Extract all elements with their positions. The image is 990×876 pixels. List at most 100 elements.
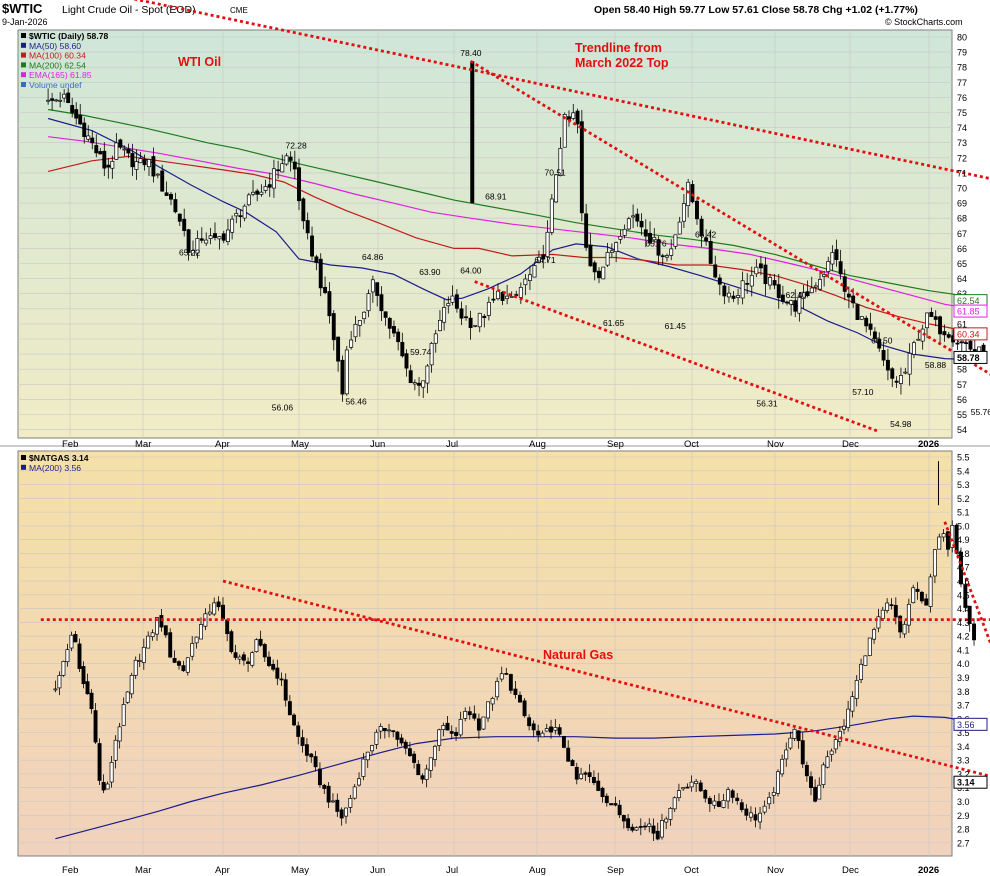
candle-body [296,725,301,737]
candle-body [689,781,694,788]
x-tick-label: May [291,439,309,450]
candle-body [660,255,665,258]
legend-entry: MA(200) 3.56 [29,463,81,473]
legend-swatch [21,33,26,38]
candle-body [562,114,567,148]
y-tick-label: 80 [957,33,967,43]
candle-body [929,311,934,317]
candle-body [486,301,491,316]
candle-body [309,753,314,758]
candle-body [842,725,846,730]
candle-body [133,659,138,676]
candle-body [94,145,99,154]
candle-body [335,799,340,812]
candle-body [894,380,899,383]
candle-body [712,800,717,806]
candle-body [463,711,468,719]
candle-body [58,99,63,102]
candle-body [694,780,699,784]
candle-body [613,803,618,806]
candle-body [557,727,562,735]
candle-body [370,279,375,293]
candle-body [967,605,972,625]
candle-body [437,729,442,746]
candle-body [872,331,877,339]
price-label: 70.51 [545,167,567,177]
candle-body [597,270,601,279]
candle-body [780,294,785,302]
price-label: 64.00 [460,266,482,276]
gas-candles [53,461,976,842]
legend-entry: MA(50) 58.60 [29,41,81,51]
candle-body [600,787,605,798]
candle-body [125,691,130,703]
candle-body [745,282,750,285]
candle-body [523,278,528,286]
candle-body [531,723,536,731]
price-label: 60.50 [871,335,893,345]
candle-body [98,151,103,155]
candle-body [138,158,143,164]
candle-body [190,643,195,657]
y-tick-label: 57 [957,380,967,390]
candle-body [834,249,839,261]
price-label: 64.71 [534,255,556,265]
y-tick-label: 72 [957,153,967,163]
candle-body [491,298,496,301]
candle-body [417,382,421,386]
candle-body [186,229,191,253]
candle-body [505,295,510,299]
candle-body [826,261,831,272]
candle-body [850,696,855,712]
candle-body [437,319,442,332]
candle-body [387,317,392,329]
oil-panel [17,29,953,439]
price-label: 65.22 [179,247,201,257]
candle-body [851,295,856,304]
candle-body [181,665,186,672]
x-tick-label: Apr [215,865,230,876]
x-tick-label: Dec [842,439,859,450]
candle-body [793,300,798,312]
candle-body [669,248,674,256]
candle-body [771,792,776,796]
gas-panel [17,450,953,857]
candle-body [407,748,412,757]
candle-body [101,781,106,791]
value-badge [953,304,988,318]
candle-body [336,336,341,362]
candle-body [809,776,813,788]
candle-body [754,266,759,275]
candle-body [473,325,478,327]
candle-body [647,823,652,827]
candle-body [246,194,251,206]
oil-candles [46,61,986,402]
x-tick-label: Jun [370,865,385,876]
candle-body [635,213,640,222]
candle-body [536,256,541,263]
candle-body [703,790,708,799]
candle-body [893,604,898,618]
y-tick-label: 79 [957,48,967,58]
price-label: 62.40 [786,290,808,300]
candle-body [221,604,225,620]
candle-body [583,772,588,775]
candle-body [561,735,566,748]
candle-body [903,371,908,374]
y-tick-label: 3.2 [957,769,970,779]
legend-entry: $WTIC (Daily) 58.78 [29,31,108,41]
y-tick-label: 2.7 [957,838,970,848]
x-tick-label: 2026 [918,865,939,876]
value-badge-label: 58.78 [957,353,980,363]
candle-body [963,584,968,608]
candle-body [370,745,375,752]
candle-body [672,797,677,810]
candle-body [238,215,243,217]
candle-body [159,615,164,628]
candle-body [508,674,513,691]
y-tick-label: 5.0 [957,521,970,531]
candle-body [110,161,115,169]
candle-body [283,679,288,701]
